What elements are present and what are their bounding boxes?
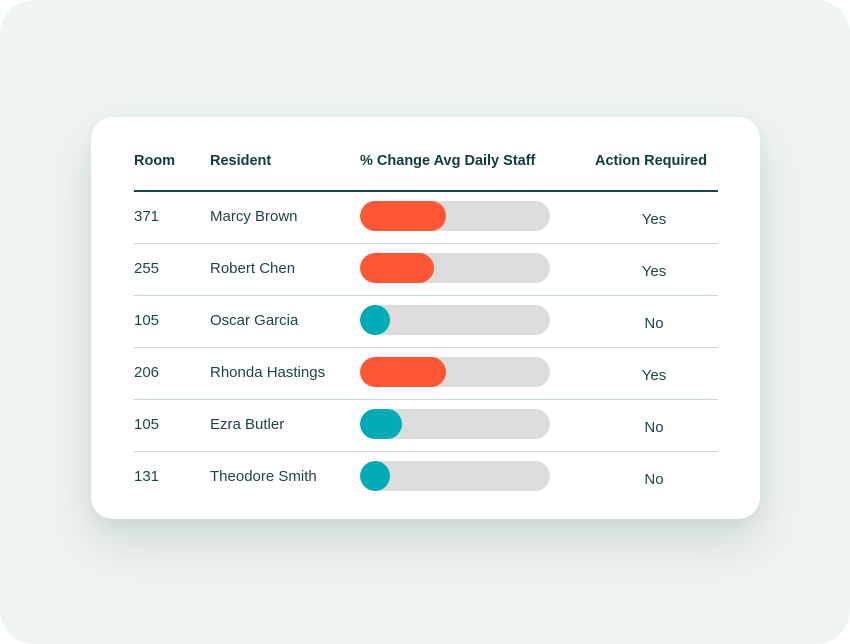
change-bar <box>360 409 550 439</box>
room-number: 206 <box>134 364 160 381</box>
resident-name: Theodore Smith <box>210 468 317 485</box>
table-row: 105 Ezra Butler No <box>134 400 718 452</box>
residents-table: Room Resident % Change Avg Daily Staff A… <box>134 117 718 503</box>
change-bar <box>360 253 550 283</box>
table-row: 105 Oscar Garcia No <box>134 296 718 348</box>
change-bar-fill <box>360 253 435 283</box>
action-required-value: No <box>644 419 664 436</box>
column-header-resident: Resident <box>210 153 272 169</box>
change-bar <box>360 305 550 335</box>
action-required-value: Yes <box>641 263 667 280</box>
room-number: 131 <box>134 468 160 485</box>
table-row: 371 Marcy Brown Yes <box>134 192 718 244</box>
action-required-value: Yes <box>641 211 667 228</box>
change-bar-fill <box>360 357 446 387</box>
resident-name: Oscar Garcia <box>210 312 299 329</box>
resident-name: Marcy Brown <box>210 208 298 225</box>
table-row: 255 Robert Chen Yes <box>134 244 718 296</box>
room-number: 105 <box>134 416 160 433</box>
change-bar-fill <box>360 461 391 491</box>
change-bar-fill <box>360 305 391 335</box>
residents-table-card: Room Resident % Change Avg Daily Staff A… <box>91 117 760 519</box>
action-required-value: No <box>644 471 664 488</box>
room-number: 371 <box>134 208 160 225</box>
column-header-action: Action Required <box>595 153 707 169</box>
resident-name: Ezra Butler <box>210 416 285 433</box>
column-header-change: % Change Avg Daily Staff <box>360 153 536 169</box>
action-required-value: Yes <box>641 367 667 384</box>
resident-name: Robert Chen <box>210 260 296 277</box>
resident-name: Rhonda Hastings <box>210 364 326 381</box>
change-bar <box>360 357 550 387</box>
change-bar <box>360 461 550 491</box>
change-bar-fill <box>360 201 446 231</box>
table-row: 131 Theodore Smith No <box>134 452 718 503</box>
change-bar <box>360 201 550 231</box>
action-required-value: No <box>644 315 664 332</box>
change-bar-fill <box>360 409 402 439</box>
table-header: Room Resident % Change Avg Daily Staff A… <box>134 117 718 192</box>
room-number: 105 <box>134 312 160 329</box>
room-number: 255 <box>134 260 160 277</box>
table-row: 206 Rhonda Hastings Yes <box>134 348 718 400</box>
column-header-room: Room <box>134 153 176 169</box>
